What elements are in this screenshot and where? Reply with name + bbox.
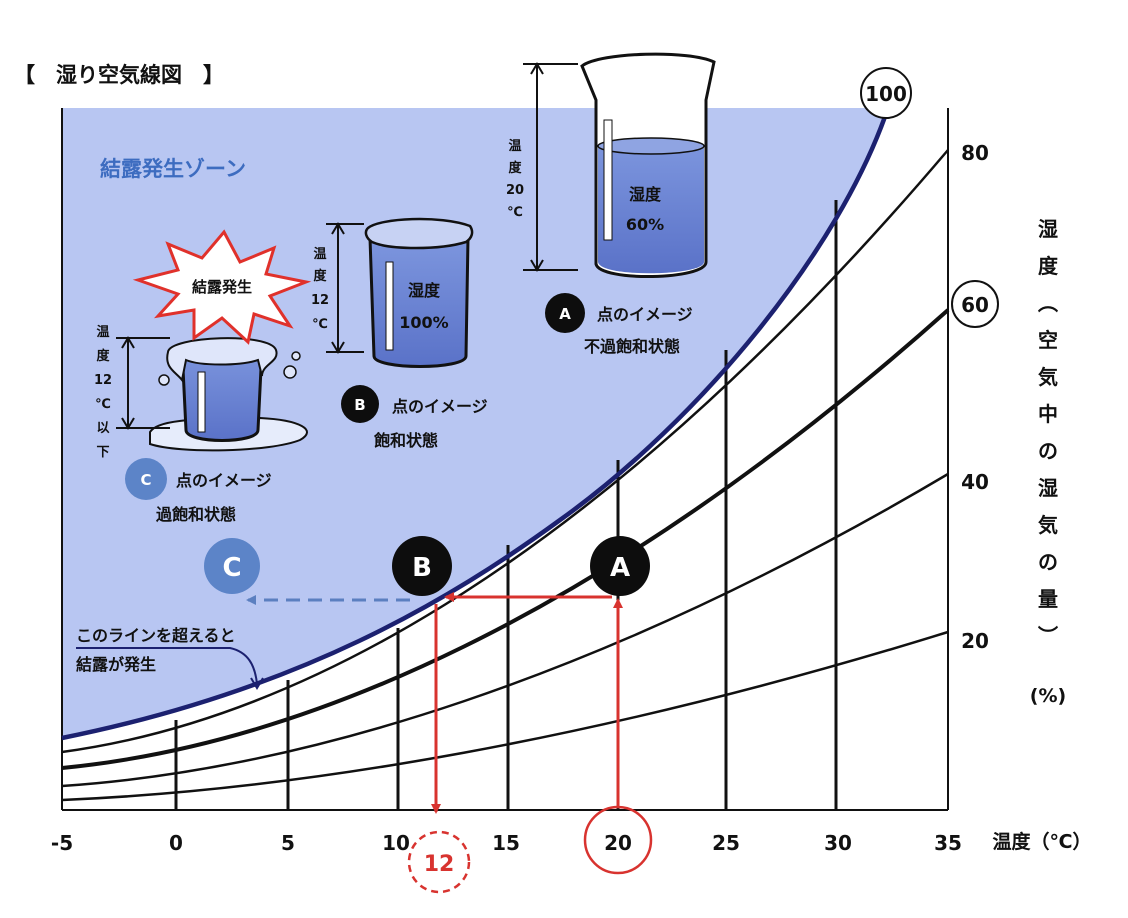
beaker-c-illustration: 温 度 12 ℃ 以 下 <box>94 325 308 460</box>
curve-rh40 <box>61 472 949 788</box>
beaker-a-line1: 湿度 <box>628 185 662 204</box>
y-axis-label-char: 気 <box>1038 365 1058 389</box>
beaker-b-glass <box>368 236 470 368</box>
point-a-letter: A <box>610 553 630 583</box>
y-axis-label-char: ︶ <box>1038 624 1058 648</box>
x-tick-label: 30 <box>824 831 852 855</box>
burst-label: 結露発生 <box>192 278 252 296</box>
y-axis-unit: (%) <box>1030 685 1066 707</box>
y-axis-label-char: 空 <box>1038 328 1058 352</box>
beaker-c-overflow <box>166 337 278 383</box>
curve-rh60 <box>61 308 950 770</box>
y-axis-label-char: の <box>1038 550 1058 574</box>
curve-rh20 <box>61 630 949 802</box>
y-axis-label-char: 度 <box>1038 254 1059 278</box>
rh60-label-circle <box>951 280 999 328</box>
rh60-label: 60 <box>961 293 989 317</box>
line-note-arrowhead <box>250 677 264 690</box>
x-tick-label: 20 <box>604 831 632 855</box>
x-tick-label: 25 <box>712 831 740 855</box>
callout-a-title: 点のイメージ <box>597 305 693 324</box>
y-axis-label-char: の <box>1038 439 1058 463</box>
beaker-a-temp-char: 度 <box>508 160 522 176</box>
condensation-zone-label: 結露発生ゾーン <box>100 157 246 181</box>
callout-b-badge <box>341 385 379 423</box>
beaker-a-temp-char: 20 <box>506 183 524 198</box>
beaker-b-thermometer <box>385 261 394 351</box>
beaker-b-illustration: 湿度 100% 温 度 12 ℃ <box>311 217 474 368</box>
line-note-line2: 結露が発生 <box>76 655 156 674</box>
beaker-c-temp-char: 下 <box>96 445 109 460</box>
x-tick-label: 0 <box>169 831 183 855</box>
y-axis-label-char: 湿 <box>1038 476 1058 500</box>
callout-b-state: 飽和状態 <box>373 431 438 450</box>
callout-b-title: 点のイメージ <box>392 397 488 416</box>
callout-a-state: 不過飽和状態 <box>584 337 680 356</box>
beaker-a-line2: 60% <box>626 215 664 234</box>
callout-c-state: 過飽和状態 <box>155 505 236 524</box>
condensation-burst <box>132 229 312 345</box>
rh100-label-circle <box>860 67 912 119</box>
beaker-b-temp-char: 度 <box>313 268 327 284</box>
point-a-marker <box>590 536 650 596</box>
temp12-label: 12 <box>424 852 455 877</box>
temp12-dashed-circle <box>407 830 471 894</box>
y-axis-label-char: 量 <box>1038 587 1058 611</box>
beaker-c-temp-char: 12 <box>94 373 112 388</box>
beaker-a-illustration: 湿度 60% 温 度 20 ℃ <box>506 52 716 278</box>
beaker-a-temp-char: ℃ <box>507 205 523 220</box>
callout-c-badge <box>125 458 167 500</box>
beaker-c-thermometer <box>197 371 206 433</box>
point-b-letter: B <box>412 553 432 583</box>
beaker-c-temp-char: 度 <box>96 348 110 364</box>
beaker-b-temp-char: ℃ <box>312 317 328 332</box>
x-tick-label: 35 <box>934 831 962 855</box>
rh20-label: 20 <box>961 629 989 653</box>
y-axis-label-char: 湿 <box>1038 217 1058 241</box>
beaker-c-temp-char: 温 <box>96 325 109 340</box>
line-note-leader <box>76 647 258 685</box>
beaker-a-temp-char: 温 <box>508 139 521 154</box>
beaker-c-temp-char: ℃ <box>95 397 111 412</box>
y-axis-label-char: 中 <box>1038 402 1058 426</box>
beaker-b-line1: 湿度 <box>407 281 441 300</box>
rh80-label: 80 <box>961 141 989 165</box>
beaker-a-water <box>598 141 704 274</box>
line-note-line1: このラインを超えると <box>76 626 236 645</box>
y-axis-label-char: 気 <box>1038 513 1058 537</box>
beaker-c-temp-char: 以 <box>96 421 109 436</box>
callout-c-title: 点のイメージ <box>176 471 272 490</box>
callout-a-badge <box>545 293 585 333</box>
y-axis-label-char: ︵ <box>1038 291 1058 315</box>
point-b-marker <box>392 536 452 596</box>
page-title: 【 湿り空気線図 】 <box>14 63 224 87</box>
curve-rh80 <box>61 149 949 754</box>
callout-b-badge-letter: B <box>354 396 365 414</box>
x-tick-label: -5 <box>51 831 73 855</box>
point-c-letter: C <box>222 553 241 583</box>
beaker-b-rim <box>364 217 474 250</box>
beaker-b-temp-char: 12 <box>311 293 329 308</box>
callout-c-badge-letter: C <box>140 471 151 489</box>
rh100-label: 100 <box>865 82 907 106</box>
beaker-a-thermometer <box>603 119 613 241</box>
x-tick-label: 10 <box>382 831 410 855</box>
x-axis-label: 温度（℃） <box>992 830 1091 853</box>
saturation-curve-rh100 <box>61 107 891 741</box>
x-tick-labels: -5 0 5 10 15 20 25 30 35 <box>51 831 962 855</box>
cooling-arrows <box>431 592 623 814</box>
x-tick-label: 5 <box>281 831 295 855</box>
beaker-b-temp-char: 温 <box>313 247 326 262</box>
x-tick-label: 15 <box>492 831 520 855</box>
point-c-marker <box>204 538 260 594</box>
beaker-a-surface <box>597 137 705 155</box>
humidity-curves <box>61 149 950 802</box>
beaker-b-line2: 100% <box>399 313 448 332</box>
rh40-label: 40 <box>961 470 989 494</box>
callout-a-badge-letter: A <box>559 305 571 323</box>
